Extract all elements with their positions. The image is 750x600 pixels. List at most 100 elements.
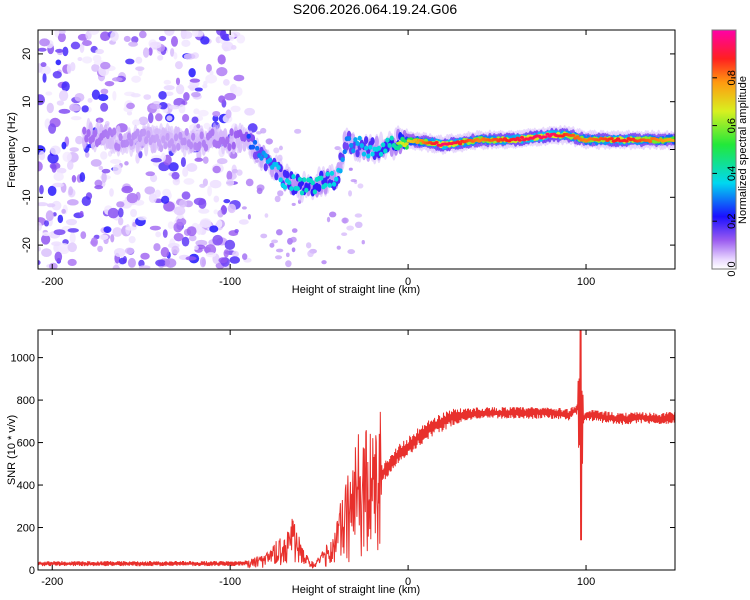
spectrogram-ridge-cell <box>378 151 384 157</box>
spectrogram-ridge-cell <box>302 177 307 183</box>
spectrogram-noise-blob <box>269 242 275 248</box>
spectrogram-noise-blob <box>61 208 66 214</box>
spectrogram-noise-blob <box>116 201 125 208</box>
spectrogram-noise-blob <box>234 229 239 234</box>
snr-y-tick-label: 400 <box>17 480 35 492</box>
colorbar-tick-label: 0.8 <box>726 70 738 85</box>
spectrogram-ridge-cell <box>349 142 354 148</box>
spectrogram-noise-blob <box>155 231 162 238</box>
spectrogram-ridge-cell <box>363 145 369 151</box>
spectrogram-noise-blob <box>51 200 62 211</box>
spectrogram-noise-blob <box>38 161 43 172</box>
spectrogram-noise-blob <box>197 109 209 117</box>
spectrogram-noise-blob <box>46 102 54 114</box>
spectrogram-noise-blob <box>123 35 131 43</box>
spectrogram-ridge-cell <box>338 168 343 174</box>
spectrogram-noise-blob <box>224 92 237 101</box>
spectrogram-noise-blob <box>216 67 228 77</box>
spectrogram-ridge-cell <box>325 171 330 177</box>
spectrogram-noise-blob <box>80 231 87 240</box>
spectrogram-noise-blob <box>166 115 173 121</box>
spectrogram-noise-blob <box>88 30 100 35</box>
spectrogram-noise-blob <box>291 202 296 206</box>
spectrogram-noise-blob <box>118 217 124 226</box>
spectrogram-noise-blob <box>112 90 117 101</box>
spectrogram-noise-blob <box>294 128 302 134</box>
spectrogram-ridge-cell <box>109 137 115 150</box>
spectrogram-noise-blob <box>38 94 45 106</box>
spectrogram-noise-blob <box>273 147 280 154</box>
spectrogram-ridge-cell <box>357 135 362 141</box>
spectrogram-ridge-cell <box>413 138 418 142</box>
spectrogram-noise-blob <box>124 247 135 255</box>
spectrogram-ridge-cell <box>647 139 653 143</box>
spectrogram-noise-blob <box>79 172 86 183</box>
spectrogram-ridge-cell <box>116 143 121 152</box>
spectrogram-y-tick-label: -10 <box>21 189 33 205</box>
spectrogram-noise-blob <box>170 48 175 57</box>
spectrogram-noise-blob <box>199 218 212 229</box>
spectrogram-ridge-cell <box>671 139 675 143</box>
spectrogram-noise-blob <box>44 220 49 227</box>
spectrogram-y-ticks: -20 -10 0 10 20 <box>21 48 675 253</box>
spectrogram-noise-blob <box>183 53 196 60</box>
snr-x-axis-label: Height of straight line (km) <box>292 584 420 596</box>
spectrogram-noise-blob <box>223 198 231 204</box>
spectrogram-ridge-cell <box>351 148 356 154</box>
spectrogram-noise-blob <box>124 161 129 166</box>
spectrogram-noise-blob <box>117 207 124 218</box>
spectrogram-noise-blob <box>256 184 265 192</box>
spectrogram-noise-blob <box>112 264 120 269</box>
spectrogram-ridge-cell <box>135 128 140 137</box>
spectrogram-x-tick-label: 0 <box>405 276 411 288</box>
spectrogram-noise-blob <box>58 90 69 102</box>
spectrogram-noise-blob <box>244 107 256 116</box>
spectrogram-noise-blob <box>57 32 66 43</box>
snr-y-tick-label: 200 <box>17 523 35 535</box>
spectrogram-ridge-cell <box>227 143 232 152</box>
spectrogram-noise-blob <box>112 227 123 237</box>
spectrogram-y-tick-label: 10 <box>21 96 33 108</box>
spectrogram-noise-blob <box>155 259 167 267</box>
spectrogram-ridge-cell <box>126 132 132 141</box>
spectrogram-ridge-cell <box>176 142 181 151</box>
colorbar-tick-label: 0.6 <box>726 118 738 133</box>
spectrogram-noise-blob <box>79 42 85 54</box>
spectrogram-noise-blob <box>198 198 207 209</box>
spectrogram-noise-blob <box>69 232 76 244</box>
spectrogram-noise-blob <box>148 47 153 56</box>
spectrogram-noise-blob <box>39 184 44 195</box>
spectrogram-x-axis-label: Height of straight line (km) <box>292 284 420 296</box>
spectrogram-noise-blob <box>162 188 171 197</box>
spectrogram-noise-blob <box>53 172 64 181</box>
spectrogram-x-ticks: -200 -100 0 100 <box>41 30 595 288</box>
spectrogram-noise-blob <box>225 109 232 119</box>
spectrogram-ridge-cell <box>389 135 394 141</box>
spectrogram-ridge-cell <box>171 144 177 153</box>
spectrogram-noise-blob <box>341 217 349 224</box>
spectrogram-noise-blob <box>163 79 172 85</box>
spectrogram-noise-blob <box>181 31 193 39</box>
spectrogram-noise-blob <box>230 44 237 50</box>
snr-y-axis-label: SNR (10 * v/v) <box>6 415 18 485</box>
spectrogram-noise-blob <box>247 213 251 220</box>
spectrogram-ridge-cell <box>278 177 283 183</box>
spectrogram-ridge-cell <box>374 135 379 148</box>
spectrogram-ridge-cell <box>158 144 164 153</box>
spectrogram-noise-blob <box>55 48 64 53</box>
spectrogram-noise-blob <box>199 256 206 268</box>
spectrogram-noise-blob <box>158 91 167 100</box>
spectrogram-noise-blob <box>125 58 135 65</box>
spectrogram-noise-blob <box>216 158 228 165</box>
spectrogram-ridge-cell <box>86 129 91 138</box>
spectrogram-ridge-cell <box>190 132 196 141</box>
spectrogram-ridge-cell <box>404 142 409 146</box>
spectrogram-noise-blob <box>176 217 187 226</box>
spectrogram-noise-blob <box>50 145 61 155</box>
spectrogram-ridge-cell <box>178 131 183 140</box>
spectrogram-ridge-cell <box>359 143 364 149</box>
spectrogram-noise-blob <box>149 174 158 183</box>
spectrogram-noise-blob <box>100 88 109 95</box>
spectrogram-noise-blob <box>241 206 247 210</box>
spectrogram-noise-blob <box>170 35 178 47</box>
